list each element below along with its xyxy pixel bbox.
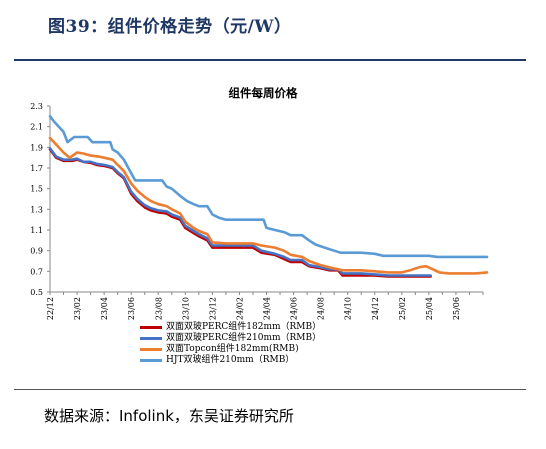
x-tick-label: 24/12 xyxy=(371,297,380,320)
series-line-3 xyxy=(48,136,489,275)
series-line-1 xyxy=(48,148,432,278)
source-note: 数据来源：Infolink，东吴证券研究所 xyxy=(44,407,294,425)
legend-item: 双面双玻PERC组件210mm（RMB） xyxy=(140,333,321,344)
x-tick-label: 23/06 xyxy=(127,297,136,320)
x-tick-label: 24/10 xyxy=(344,297,353,320)
x-tick-label: 24/08 xyxy=(317,297,326,320)
legend-swatch xyxy=(140,348,162,351)
x-tick-label: 23/02 xyxy=(73,297,82,320)
y-tick-label: 1.1 xyxy=(30,226,43,235)
y-tick-label: 2.3 xyxy=(30,102,43,111)
y-tick-label: 1.3 xyxy=(30,205,43,214)
y-tick-label: 1.9 xyxy=(30,143,43,152)
legend-label: 双面双玻PERC组件182mm（RMB） xyxy=(166,322,322,332)
x-tick-label: 23/08 xyxy=(154,297,163,320)
x-tick-label: 23/12 xyxy=(208,297,217,320)
legend-item: 双面Topcon组件182mm(RMB) xyxy=(140,344,321,355)
x-tick-label: 23/04 xyxy=(100,297,109,320)
series-line-4 xyxy=(48,115,489,259)
x-tick-label: 24/06 xyxy=(290,297,299,320)
legend: 双面双玻PERC组件182mm（RMB） 双面双玻PERC组件210mm（RMB）… xyxy=(140,322,321,366)
x-tick-label: 23/10 xyxy=(181,297,190,320)
figure-title: 图39：组件价格走势（元/W） xyxy=(48,17,292,37)
x-tick-label: 25/04 xyxy=(425,297,434,320)
y-tick-label: 0.5 xyxy=(30,288,43,297)
chart-title: 组件每周价格 xyxy=(229,86,298,100)
legend-label: 双面双玻PERC组件210mm（RMB） xyxy=(166,333,322,343)
legend-swatch xyxy=(140,359,162,362)
x-tick-label: 25/02 xyxy=(398,297,407,320)
y-tick-label: 0.7 xyxy=(30,267,43,276)
y-tick-label: 2.1 xyxy=(30,123,43,132)
y-tick-label: 1.5 xyxy=(30,185,43,194)
legend-item: 双面双玻PERC组件182mm（RMB） xyxy=(140,322,321,333)
bottom-rule xyxy=(14,389,526,390)
y-tick-label: 0.9 xyxy=(30,247,43,256)
y-tick-label: 1.7 xyxy=(30,164,43,173)
legend-label: HJT双玻组件210mm（RMB） xyxy=(166,355,295,365)
x-tick-label: 24/02 xyxy=(235,297,244,320)
legend-label: 双面Topcon组件182mm(RMB) xyxy=(166,344,299,354)
legend-swatch xyxy=(140,326,162,329)
x-tick-label: 25/06 xyxy=(452,297,461,320)
x-tick-label: 22/12 xyxy=(46,297,55,320)
axes: 2.3 2.1 1.9 1.7 1.5 1.3 1.1 0.9 0.7 0.522/12 23/02… xyxy=(30,102,484,320)
series-layer xyxy=(48,115,489,278)
x-tick-label: 24/04 xyxy=(263,297,272,320)
legend-swatch xyxy=(140,337,162,340)
legend-item: HJT双玻组件210mm（RMB） xyxy=(140,355,321,366)
top-rule xyxy=(14,59,526,61)
